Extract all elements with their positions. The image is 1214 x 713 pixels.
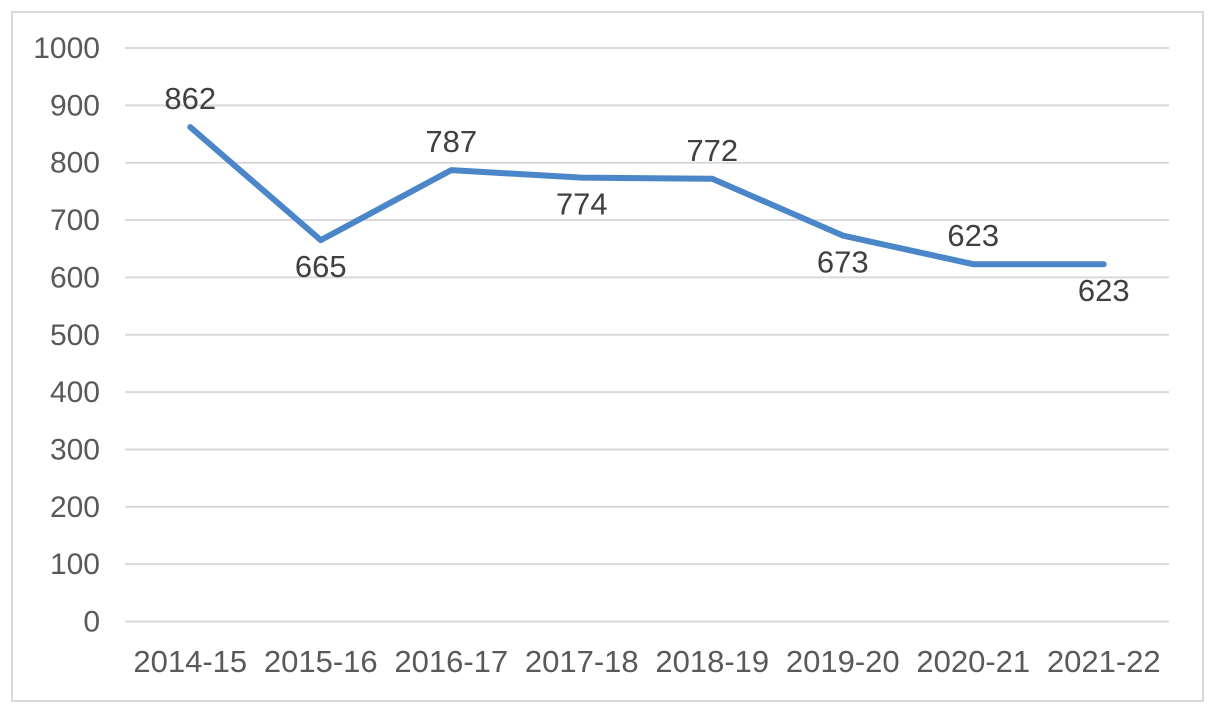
y-axis-tick-label: 100 — [50, 548, 100, 581]
data-label: 862 — [164, 81, 216, 116]
y-axis-tick-label: 700 — [50, 204, 100, 237]
y-axis-tick-label: 200 — [50, 491, 100, 524]
y-axis-tick-label: 500 — [50, 319, 100, 352]
y-axis-tick-label: 300 — [50, 433, 100, 466]
x-axis-tick-label: 2021-22 — [1047, 644, 1161, 679]
chart-border — [11, 11, 1204, 702]
data-label: 623 — [1078, 273, 1130, 308]
x-axis-tick-label: 2017-18 — [525, 644, 639, 679]
y-axis-tick-label: 400 — [50, 376, 100, 409]
x-axis-tick-label: 2014-15 — [133, 644, 247, 679]
data-label: 774 — [556, 187, 608, 222]
data-label: 787 — [425, 124, 477, 159]
data-label: 623 — [947, 218, 999, 253]
data-label: 673 — [817, 245, 869, 280]
x-axis-tick-label: 2020-21 — [916, 644, 1030, 679]
x-axis-tick-label: 2018-19 — [655, 644, 769, 679]
y-axis-tick-label: 900 — [50, 89, 100, 122]
y-axis-tick-label: 1000 — [33, 32, 100, 65]
y-axis-tick-label: 0 — [83, 606, 100, 639]
y-axis-tick-label: 800 — [50, 147, 100, 180]
series-line — [187, 124, 1107, 268]
x-axis-tick-label: 2015-16 — [264, 644, 378, 679]
x-axis-tick-label: 2019-20 — [786, 644, 900, 679]
data-label: 772 — [686, 133, 738, 168]
x-axis-tick-label: 2016-17 — [394, 644, 508, 679]
data-label: 665 — [295, 249, 347, 284]
y-axis-tick-label: 600 — [50, 261, 100, 294]
